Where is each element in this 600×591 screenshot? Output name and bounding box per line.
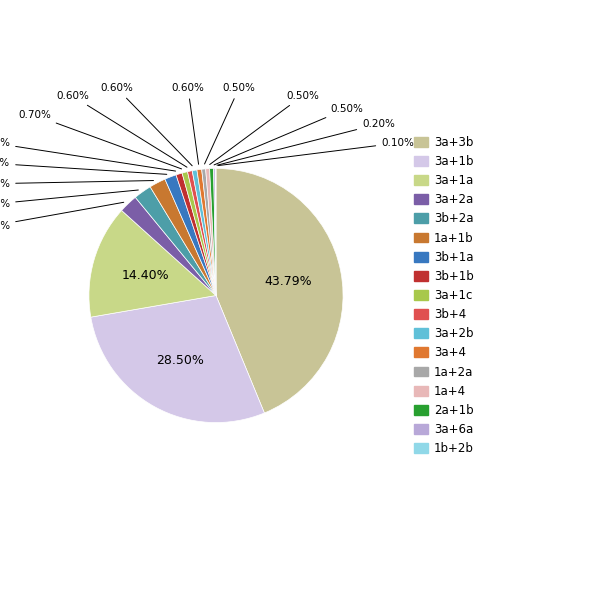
Text: 0.50%: 0.50% [205, 83, 256, 164]
Text: 0.70%: 0.70% [18, 110, 182, 169]
Text: 0.10%: 0.10% [218, 138, 414, 165]
Text: 1.49%: 1.49% [0, 158, 167, 174]
Text: 2.38%: 2.38% [0, 202, 124, 230]
Wedge shape [150, 179, 216, 296]
Legend: 3a+3b, 3a+1b, 3a+1a, 3a+2a, 3b+2a, 1a+1b, 3b+1a, 3b+1b, 3a+1c, 3b+4, 3a+2b, 3a+4: 3a+3b, 3a+1b, 3a+1a, 3a+2a, 3b+2a, 1a+1b… [414, 136, 474, 455]
Text: 2.28%: 2.28% [0, 190, 139, 209]
Wedge shape [214, 168, 216, 296]
Text: 0.20%: 0.20% [217, 119, 395, 165]
Wedge shape [165, 175, 216, 296]
Wedge shape [91, 296, 265, 423]
Wedge shape [192, 170, 216, 296]
Text: 0.79%: 0.79% [0, 138, 176, 171]
Wedge shape [209, 168, 216, 296]
Wedge shape [188, 171, 216, 296]
Wedge shape [197, 169, 216, 296]
Wedge shape [122, 197, 216, 296]
Text: 0.50%: 0.50% [209, 91, 319, 164]
Wedge shape [206, 168, 216, 296]
Wedge shape [89, 210, 216, 317]
Wedge shape [215, 168, 216, 296]
Text: 14.40%: 14.40% [121, 268, 169, 281]
Wedge shape [136, 187, 216, 296]
Text: 0.50%: 0.50% [214, 104, 363, 165]
Text: 2.09%: 2.09% [0, 178, 154, 189]
Wedge shape [216, 168, 343, 413]
Wedge shape [182, 171, 216, 296]
Text: 0.60%: 0.60% [101, 83, 192, 165]
Wedge shape [202, 169, 216, 296]
Wedge shape [176, 173, 216, 296]
Text: 0.60%: 0.60% [56, 91, 187, 167]
Text: 0.60%: 0.60% [172, 83, 205, 164]
Text: 43.79%: 43.79% [265, 275, 312, 288]
Text: 28.50%: 28.50% [157, 353, 205, 366]
